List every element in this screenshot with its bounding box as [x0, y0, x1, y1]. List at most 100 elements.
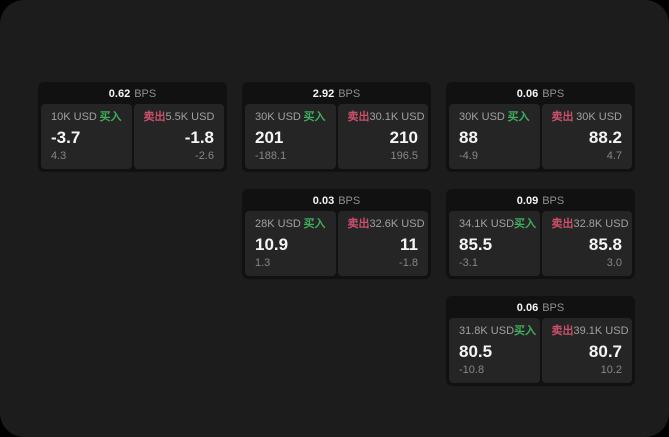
- sell-price: -1.8: [184, 127, 214, 147]
- buy-sell-panels: 28K USD 买入 10.9 1.3 卖出 32.6K USD 11 -1.8: [245, 211, 428, 276]
- buy-panel-top: 10K USD 买入: [51, 112, 122, 123]
- sell-amount: 39.1K USD: [573, 325, 629, 337]
- sell-panel[interactable]: 卖出 5.5K USD -1.8 -2.6: [133, 104, 224, 169]
- sell-panel[interactable]: 卖出 30K USD 88.2 4.7: [541, 104, 632, 169]
- buy-sub-value: -4.9: [459, 150, 478, 162]
- buy-panel-top: 34.1K USD 买入: [459, 219, 536, 230]
- sell-side-label: 卖出: [143, 111, 166, 123]
- sell-sub-value: 196.5: [390, 150, 418, 162]
- buy-sub-value: -3.1: [459, 257, 478, 269]
- buy-panel-top: 30K USD 买入: [255, 112, 326, 123]
- buy-side-label: 买入: [303, 218, 326, 230]
- sell-panel[interactable]: 卖出 30.1K USD 210 196.5: [337, 104, 428, 169]
- quote-card-grid: 0.62 BPS 10K USD 买入 -3.7 4.3 卖出 5.5K USD…: [38, 82, 635, 386]
- bps-value: 0.06: [516, 88, 539, 100]
- bps-value: 0.09: [516, 195, 539, 207]
- sell-sub-value: -2.6: [195, 150, 214, 162]
- buy-panel-top: 31.8K USD 买入: [459, 326, 536, 337]
- sell-sub-value: -1.8: [399, 257, 418, 269]
- buy-side-label: 买入: [507, 111, 530, 123]
- bps-suffix-label: BPS: [542, 195, 565, 207]
- buy-sell-panels: 31.8K USD 买入 80.5 -10.8 卖出 39.1K USD 80.…: [449, 318, 632, 383]
- sell-amount: 32.6K USD: [369, 218, 425, 230]
- sell-side-label: 卖出: [551, 218, 574, 230]
- bps-header: 0.62 BPS: [41, 85, 224, 104]
- bps-suffix-label: BPS: [338, 88, 361, 100]
- buy-sell-panels: 10K USD 买入 -3.7 4.3 卖出 5.5K USD -1.8 -2.…: [41, 104, 224, 169]
- bps-value: 2.92: [312, 88, 335, 100]
- buy-amount: 30K USD: [255, 111, 301, 123]
- buy-sub-value: -188.1: [255, 150, 287, 162]
- buy-sub-value: 1.3: [255, 257, 271, 269]
- sell-panel-top: 卖出 30K USD: [552, 112, 623, 123]
- buy-price: 88: [459, 127, 478, 147]
- buy-sub-value: 4.3: [51, 150, 67, 162]
- quote-card: 0.06 BPS 31.8K USD 买入 80.5 -10.8 卖出 39.1…: [446, 296, 635, 386]
- buy-amount: 30K USD: [459, 111, 505, 123]
- quote-card: 0.03 BPS 28K USD 买入 10.9 1.3 卖出 32.6K US…: [242, 189, 431, 279]
- buy-price: 10.9: [255, 234, 289, 254]
- sell-side-label: 卖出: [347, 111, 370, 123]
- quote-card: 0.09 BPS 34.1K USD 买入 85.5 -3.1 卖出 32.8K…: [446, 189, 635, 279]
- bps-suffix-label: BPS: [338, 195, 361, 207]
- quote-card: 2.92 BPS 30K USD 买入 201 -188.1 卖出 30.1K …: [242, 82, 431, 172]
- buy-sell-panels: 34.1K USD 买入 85.5 -3.1 卖出 32.8K USD 85.8…: [449, 211, 632, 276]
- buy-price: 80.5: [459, 341, 493, 361]
- buy-panel[interactable]: 28K USD 买入 10.9 1.3: [245, 211, 336, 276]
- sell-amount: 32.8K USD: [573, 218, 629, 230]
- sell-sub-value: 4.7: [606, 150, 622, 162]
- bps-header: 0.09 BPS: [449, 192, 632, 211]
- buy-price: 85.5: [459, 234, 493, 254]
- buy-side-label: 买入: [99, 111, 122, 123]
- buy-panel[interactable]: 30K USD 买入 88 -4.9: [449, 104, 540, 169]
- buy-price: 201: [255, 127, 284, 147]
- bps-suffix-label: BPS: [542, 302, 565, 314]
- buy-price: -3.7: [51, 127, 81, 147]
- sell-panel[interactable]: 卖出 32.8K USD 85.8 3.0: [541, 211, 632, 276]
- sell-panel-top: 卖出 39.1K USD: [551, 325, 629, 337]
- buy-side-label: 买入: [514, 325, 537, 337]
- buy-amount: 28K USD: [255, 218, 301, 230]
- sell-panel-top: 卖出 30.1K USD: [347, 111, 425, 123]
- bps-header: 2.92 BPS: [245, 85, 428, 104]
- buy-amount: 10K USD: [51, 111, 97, 123]
- buy-panel[interactable]: 31.8K USD 买入 80.5 -10.8: [449, 318, 540, 383]
- sell-side-label: 卖出: [551, 111, 574, 123]
- bps-suffix-label: BPS: [134, 88, 157, 100]
- bps-value: 0.06: [516, 302, 539, 314]
- sell-side-label: 卖出: [551, 325, 574, 337]
- bps-value: 0.62: [108, 88, 131, 100]
- bps-value: 0.03: [312, 195, 335, 207]
- sell-panel-top: 卖出 5.5K USD: [144, 112, 215, 123]
- sell-price: 85.8: [588, 234, 622, 254]
- sell-sub-value: 3.0: [606, 257, 622, 269]
- sell-panel-top: 卖出 32.6K USD: [348, 219, 425, 230]
- sell-price: 210: [389, 127, 418, 147]
- sell-panel-top: 卖出 32.8K USD: [551, 218, 629, 230]
- sell-panel[interactable]: 卖出 39.1K USD 80.7 10.2: [541, 318, 632, 383]
- buy-side-label: 买入: [303, 111, 326, 123]
- buy-panel[interactable]: 34.1K USD 买入 85.5 -3.1: [449, 211, 540, 276]
- buy-side-label: 买入: [514, 218, 537, 230]
- buy-panel-top: 30K USD 买入: [459, 112, 530, 123]
- sell-panel[interactable]: 卖出 32.6K USD 11 -1.8: [337, 211, 428, 276]
- sell-amount: 30K USD: [576, 111, 622, 123]
- buy-panel[interactable]: 10K USD 买入 -3.7 4.3: [41, 104, 132, 169]
- bps-suffix-label: BPS: [542, 88, 565, 100]
- sell-price: 80.7: [588, 341, 622, 361]
- sell-price: 88.2: [588, 127, 622, 147]
- buy-sub-value: -10.8: [459, 364, 485, 376]
- quote-card: 0.62 BPS 10K USD 买入 -3.7 4.3 卖出 5.5K USD…: [38, 82, 227, 172]
- sell-sub-value: 10.2: [600, 364, 622, 376]
- sell-amount: 5.5K USD: [165, 111, 215, 123]
- buy-panel[interactable]: 30K USD 买入 201 -188.1: [245, 104, 336, 169]
- bps-header: 0.06 BPS: [449, 85, 632, 104]
- buy-sell-panels: 30K USD 买入 201 -188.1 卖出 30.1K USD 210 1…: [245, 104, 428, 169]
- sell-price: 11: [400, 234, 418, 254]
- buy-panel-top: 28K USD 买入: [255, 219, 326, 230]
- bps-header: 0.03 BPS: [245, 192, 428, 211]
- buy-sell-panels: 30K USD 买入 88 -4.9 卖出 30K USD 88.2 4.7: [449, 104, 632, 169]
- quote-card: 0.06 BPS 30K USD 买入 88 -4.9 卖出 30K USD 8…: [446, 82, 635, 172]
